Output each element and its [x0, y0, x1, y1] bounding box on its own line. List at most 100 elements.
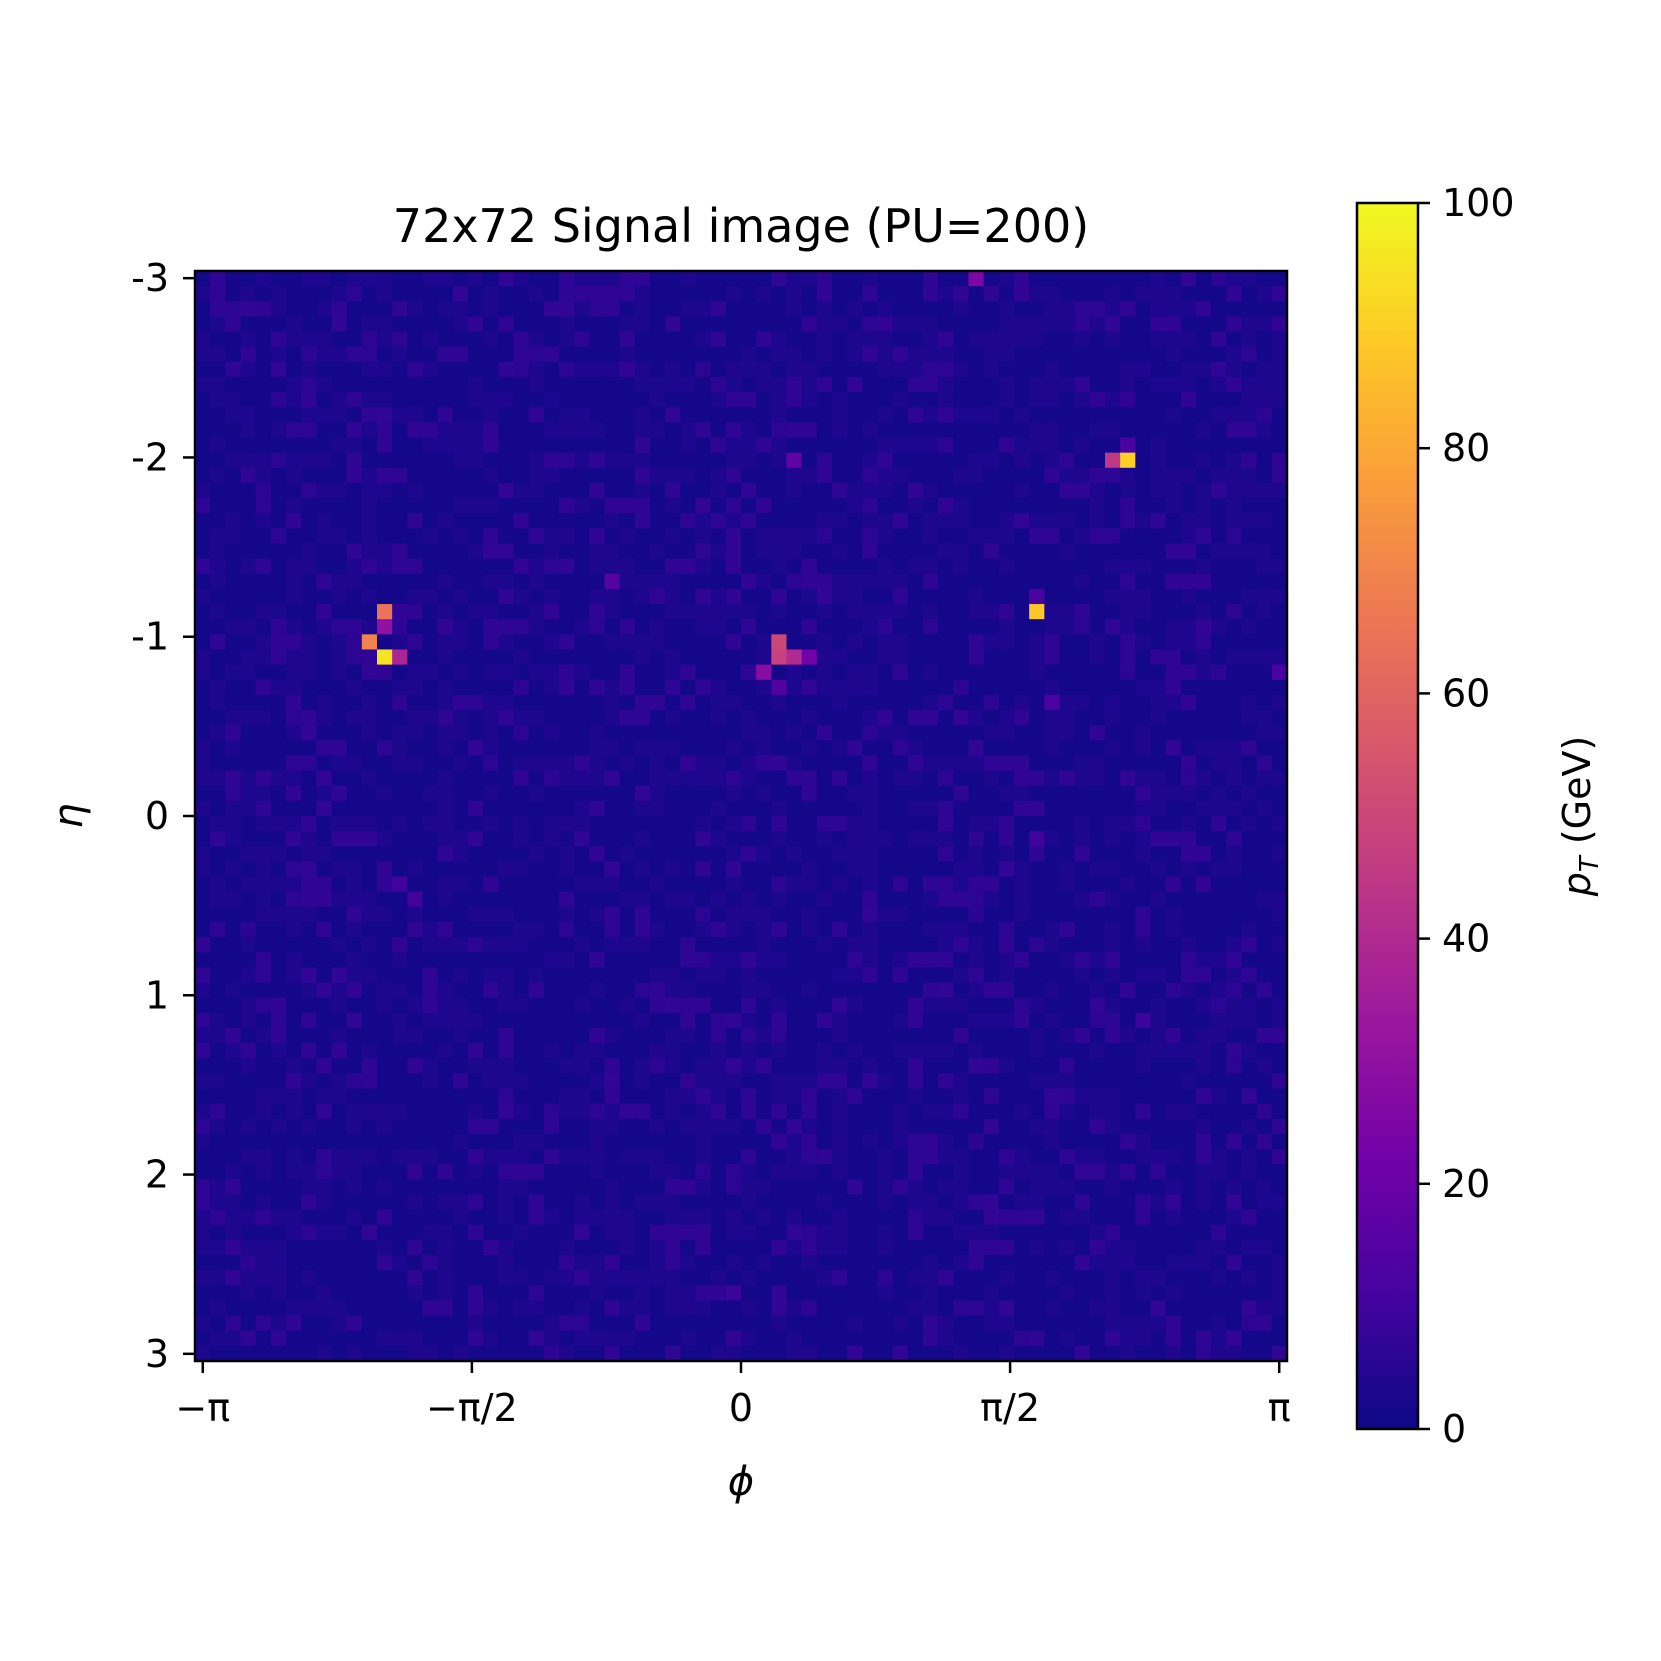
- heatmap-cell: [1196, 1058, 1212, 1074]
- heatmap-cell: [847, 1103, 863, 1120]
- heatmap-cell: [286, 1149, 302, 1165]
- heatmap-cell: [710, 1118, 727, 1135]
- heatmap-cell: [756, 543, 772, 560]
- heatmap-cell: [528, 740, 545, 757]
- heatmap-cell: [543, 770, 560, 787]
- heatmap-cell: [589, 1300, 606, 1317]
- heatmap-cell: [1044, 1224, 1061, 1241]
- heatmap-cell: [938, 921, 954, 938]
- heatmap-cell: [650, 1224, 666, 1241]
- heatmap-cell: [1029, 498, 1045, 514]
- heatmap-cell: [801, 785, 818, 802]
- heatmap-cell: [604, 619, 621, 635]
- heatmap-cell: [968, 906, 985, 923]
- heatmap-cell: [695, 1224, 712, 1241]
- heatmap-cell: [1135, 407, 1152, 423]
- heatmap-cell: [1226, 422, 1243, 439]
- heatmap-cell: [634, 876, 651, 893]
- heatmap-cell: [725, 452, 742, 469]
- heatmap-cell: [301, 301, 317, 318]
- heatmap-cell: [923, 831, 939, 847]
- heatmap-cell: [725, 876, 742, 893]
- heatmap-cell: [741, 1179, 757, 1196]
- heatmap-cell: [816, 846, 833, 863]
- heatmap-cell: [832, 1270, 848, 1286]
- heatmap-cell: [574, 952, 590, 968]
- heatmap-cell: [437, 558, 454, 575]
- heatmap-cell: [1226, 1133, 1243, 1150]
- heatmap-cell: [468, 1194, 484, 1211]
- heatmap-cell: [543, 649, 560, 666]
- heatmap-cell: [589, 861, 606, 878]
- heatmap-cell: [301, 498, 317, 514]
- heatmap-cell: [1196, 452, 1212, 469]
- heatmap-cell: [1271, 316, 1288, 333]
- heatmap-cell: [1044, 1285, 1061, 1302]
- heatmap-cell: [695, 1133, 712, 1150]
- heatmap-cell: [619, 482, 636, 499]
- heatmap-cell: [1074, 861, 1091, 878]
- heatmap-cell: [634, 619, 651, 635]
- heatmap-cell: [361, 876, 378, 893]
- heatmap-cell: [786, 997, 803, 1014]
- heatmap-cell: [665, 346, 681, 363]
- heatmap-cell: [1105, 316, 1121, 333]
- heatmap-cell: [1165, 861, 1182, 878]
- heatmap-cell: [361, 710, 378, 726]
- heatmap-cell: [1120, 649, 1136, 666]
- heatmap-cell: [680, 588, 697, 605]
- heatmap-cell: [1089, 1088, 1106, 1105]
- heatmap-cell: [361, 1164, 378, 1180]
- heatmap-cell: [1241, 286, 1258, 302]
- heatmap-cell: [255, 1149, 272, 1165]
- heatmap-cell: [710, 1103, 727, 1120]
- heatmap-cell: [1241, 543, 1258, 560]
- heatmap-cell: [619, 906, 636, 923]
- heatmap-cell: [619, 543, 636, 560]
- heatmap-cell: [725, 1179, 742, 1196]
- heatmap-cell: [938, 1179, 954, 1196]
- heatmap-cell: [1135, 1103, 1152, 1120]
- heatmap-cell: [1089, 286, 1106, 302]
- heatmap-cell: [650, 437, 666, 454]
- heatmap-cell: [559, 770, 575, 787]
- heatmap-cell: [316, 952, 333, 968]
- heatmap-cell: [1150, 513, 1167, 529]
- heatmap-cell: [195, 770, 211, 787]
- heatmap-cell: [377, 1239, 393, 1256]
- heatmap-cell: [377, 891, 393, 908]
- heatmap-cell: [331, 392, 348, 408]
- heatmap-cell: [968, 346, 985, 363]
- heatmap-cell: [650, 831, 666, 847]
- heatmap-cell: [1120, 1179, 1136, 1196]
- heatmap-cell: [468, 906, 484, 923]
- heatmap-cell: [604, 588, 621, 605]
- heatmap-cell: [938, 891, 954, 908]
- heatmap-cell: [407, 316, 424, 333]
- heatmap-cell: [543, 740, 560, 757]
- heatmap-cell: [907, 816, 924, 832]
- heatmap-cell: [301, 286, 317, 302]
- heatmap-cell: [1120, 997, 1136, 1014]
- heatmap-cell: [983, 543, 1000, 560]
- heatmap-cell: [968, 543, 985, 560]
- heatmap-cell: [1044, 816, 1061, 832]
- heatmap-cell: [468, 846, 484, 863]
- heatmap-cell: [968, 755, 985, 772]
- heatmap-cell: [604, 392, 621, 408]
- heatmap-cell: [1135, 1239, 1152, 1256]
- heatmap-cell: [528, 1149, 545, 1165]
- heatmap-cell: [377, 482, 393, 499]
- heatmap-cell: [983, 1164, 1000, 1180]
- heatmap-cell: [741, 573, 757, 590]
- heatmap-cell: [437, 710, 454, 726]
- heatmap-cell: [1196, 831, 1212, 847]
- heatmap-cell: [619, 513, 636, 529]
- heatmap-cell: [286, 452, 302, 469]
- heatmap-cell: [1014, 710, 1030, 726]
- heatmap-cell: [983, 1224, 1000, 1241]
- heatmap-cell: [983, 800, 1000, 817]
- heatmap-cell: [604, 937, 621, 953]
- heatmap-cell: [1074, 1255, 1091, 1271]
- heatmap-cell: [422, 1027, 439, 1044]
